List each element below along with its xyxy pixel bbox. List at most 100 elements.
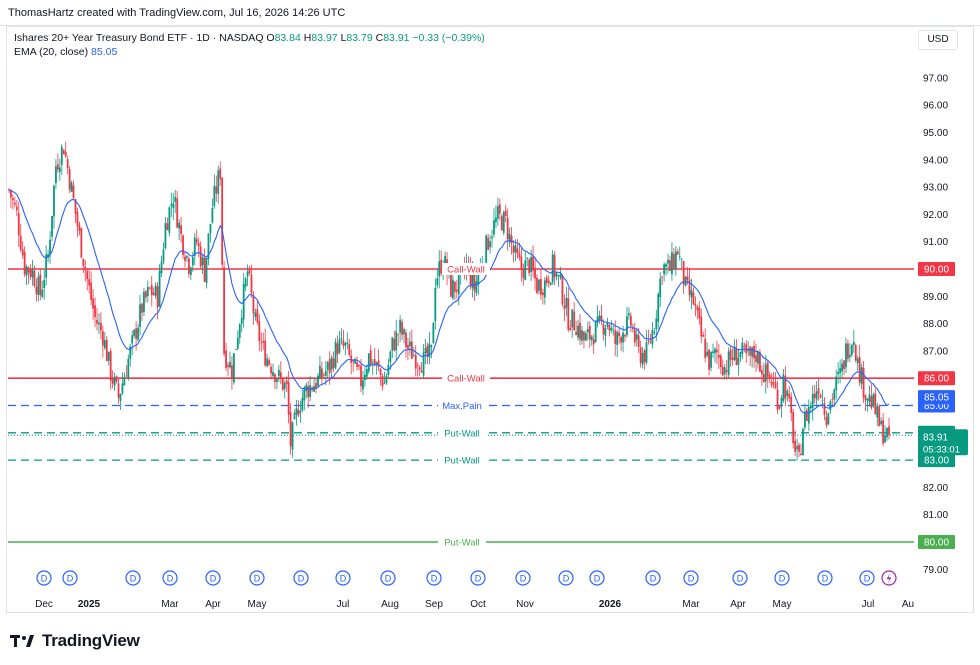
candle-body[interactable] xyxy=(510,235,513,244)
candle-body[interactable] xyxy=(805,410,808,421)
candle-body[interactable] xyxy=(379,368,382,375)
candle-body[interactable] xyxy=(88,279,91,286)
candle-body[interactable] xyxy=(588,325,591,340)
candle-body[interactable] xyxy=(369,350,372,365)
candle-body[interactable] xyxy=(637,335,640,347)
candle-body[interactable] xyxy=(422,352,425,376)
candle-body[interactable] xyxy=(395,331,398,351)
candle-body[interactable] xyxy=(270,366,272,374)
candle-body[interactable] xyxy=(137,327,139,340)
candle-body[interactable] xyxy=(144,291,147,298)
candle-body[interactable] xyxy=(344,343,347,346)
candle-body[interactable] xyxy=(342,340,345,346)
candle-body[interactable] xyxy=(495,217,497,223)
candle-body[interactable] xyxy=(170,204,173,207)
candle-body[interactable] xyxy=(143,291,145,312)
candle-body[interactable] xyxy=(878,406,881,427)
candle-body[interactable] xyxy=(584,333,587,341)
dividend-marker-icon[interactable] xyxy=(732,570,748,586)
candle-body[interactable] xyxy=(776,389,779,410)
candle-body[interactable] xyxy=(283,383,286,389)
candle-body[interactable] xyxy=(100,322,102,331)
candle-body[interactable] xyxy=(281,377,284,390)
candle-body[interactable] xyxy=(397,334,400,336)
candle-body[interactable] xyxy=(538,279,540,291)
candle-body[interactable] xyxy=(530,257,533,272)
candle-body[interactable] xyxy=(432,322,435,344)
candle-body[interactable] xyxy=(671,252,673,275)
candle-body[interactable] xyxy=(82,258,85,266)
candle-body[interactable] xyxy=(274,374,276,382)
candle-body[interactable] xyxy=(639,347,642,364)
candle-body[interactable] xyxy=(813,393,816,399)
candle-body[interactable] xyxy=(160,261,163,274)
candle-body[interactable] xyxy=(886,427,888,438)
candle-body[interactable] xyxy=(567,298,570,330)
dividend-marker-icon[interactable] xyxy=(335,570,351,586)
candle-body[interactable] xyxy=(489,241,491,248)
candle-body[interactable] xyxy=(299,410,302,414)
candle-body[interactable] xyxy=(843,360,845,370)
candle-body[interactable] xyxy=(839,368,842,374)
candle-body[interactable] xyxy=(307,386,310,398)
candle-body[interactable] xyxy=(768,374,771,379)
candle-body[interactable] xyxy=(575,331,578,336)
candle-body[interactable] xyxy=(47,254,50,258)
candle-body[interactable] xyxy=(129,346,132,359)
dividend-marker-icon[interactable] xyxy=(515,570,531,586)
candle-body[interactable] xyxy=(633,329,636,343)
candle-body[interactable] xyxy=(563,305,566,310)
candle-body[interactable] xyxy=(191,257,194,266)
candle-body[interactable] xyxy=(146,286,149,296)
candle-body[interactable] xyxy=(864,395,867,400)
price-axis[interactable]: 79.0080.0081.0082.0083.0084.0085.0086.00… xyxy=(918,73,968,576)
candle-body[interactable] xyxy=(759,352,761,372)
candle-body[interactable] xyxy=(790,396,793,413)
candle-body[interactable] xyxy=(49,239,51,255)
candle-body[interactable] xyxy=(848,354,851,358)
candle-body[interactable] xyxy=(723,367,726,375)
candle-body[interactable] xyxy=(651,329,654,345)
candle-body[interactable] xyxy=(835,376,838,391)
candle-body[interactable] xyxy=(496,206,499,219)
candle-body[interactable] xyxy=(66,159,69,169)
dividend-marker-icon[interactable] xyxy=(162,570,178,586)
candle-body[interactable] xyxy=(27,267,30,273)
candle-body[interactable] xyxy=(471,272,474,289)
candle-body[interactable] xyxy=(399,319,402,333)
candle-body[interactable] xyxy=(111,377,114,384)
candle-body[interactable] xyxy=(440,259,443,274)
candle-body[interactable] xyxy=(741,342,744,354)
candle-body[interactable] xyxy=(692,292,695,305)
candle-body[interactable] xyxy=(301,398,304,411)
candle-body[interactable] xyxy=(174,196,177,202)
candle-body[interactable] xyxy=(757,351,759,364)
dividend-marker-icon[interactable] xyxy=(589,570,605,586)
candle-body[interactable] xyxy=(719,355,722,367)
candle-body[interactable] xyxy=(729,349,732,360)
candle-body[interactable] xyxy=(669,260,671,271)
candle-body[interactable] xyxy=(702,334,705,337)
candle-body[interactable] xyxy=(833,389,836,400)
candle-body[interactable] xyxy=(674,251,677,270)
candle-body[interactable] xyxy=(303,387,306,401)
candle-body[interactable] xyxy=(381,375,384,387)
candle-body[interactable] xyxy=(661,276,664,278)
candle-body[interactable] xyxy=(391,337,394,351)
candle-body[interactable] xyxy=(207,233,210,260)
candle-body[interactable] xyxy=(291,422,294,450)
candle-body[interactable] xyxy=(317,375,319,386)
candle-body[interactable] xyxy=(540,279,542,295)
candle-body[interactable] xyxy=(154,285,157,296)
candle-body[interactable] xyxy=(221,177,224,265)
candle-body[interactable] xyxy=(205,257,208,283)
candle-body[interactable] xyxy=(195,239,198,243)
candle-body[interactable] xyxy=(858,357,861,383)
candle-body[interactable] xyxy=(72,185,75,199)
candle-body[interactable] xyxy=(620,337,622,343)
dividend-marker-icon[interactable] xyxy=(426,570,442,586)
candle-body[interactable] xyxy=(264,340,267,366)
candle-body[interactable] xyxy=(324,371,327,376)
candle-body[interactable] xyxy=(747,350,750,351)
candle-body[interactable] xyxy=(365,369,368,377)
